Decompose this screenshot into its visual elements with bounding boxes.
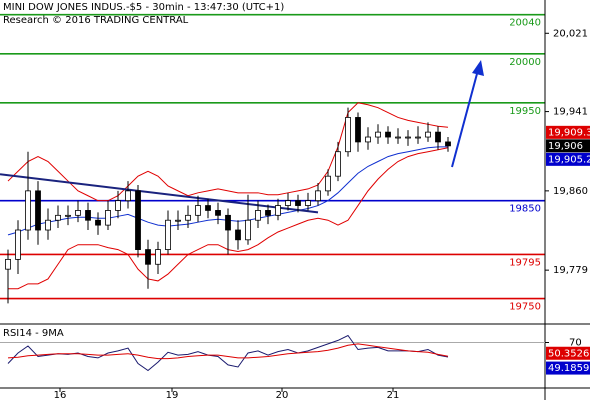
x-tick-label: 16	[54, 390, 67, 400]
candle-body	[95, 219, 101, 226]
rsi-value-label: 50.3526	[548, 348, 589, 359]
candle-body	[245, 219, 251, 241]
candle-body	[35, 190, 41, 231]
candle-body	[165, 219, 171, 250]
level-label: 19750	[509, 302, 541, 313]
rsi-value-box	[546, 361, 590, 375]
price-box	[546, 152, 590, 166]
candle-body	[115, 200, 121, 211]
chart-subtitle: Research © 2016 TRADING CENTRAL	[3, 15, 189, 26]
y-tick-label: 70	[569, 338, 582, 349]
level-label: 20040	[509, 18, 541, 29]
candle-body	[185, 214, 191, 221]
level-label: 19850	[509, 204, 541, 215]
candle-body	[25, 190, 31, 231]
candle-body	[215, 210, 221, 216]
candle-body	[435, 131, 441, 143]
price-pane: 20040 20000 19950 19850 19795 19750	[0, 13, 545, 313]
candle-body	[135, 190, 141, 250]
y-tick-label: 19,779	[553, 265, 588, 276]
candle-body	[315, 190, 321, 202]
candle-body	[125, 190, 131, 202]
price-label: 19,905.2	[548, 154, 590, 165]
candle-body	[345, 117, 351, 153]
candle-body	[205, 205, 211, 211]
price-label: 19,909.3	[548, 127, 590, 138]
trendline	[0, 173, 319, 214]
rsi-line	[7, 343, 449, 360]
y-tick-label: 19,860	[553, 186, 588, 197]
candle-body	[235, 229, 241, 241]
candle-body	[15, 229, 21, 260]
candle-body	[305, 200, 311, 206]
candle-body	[375, 131, 381, 138]
price-box	[546, 139, 590, 153]
rsi-value-label: 49.1859	[548, 363, 589, 374]
rsi-value-box	[546, 346, 590, 360]
candle-body	[155, 249, 161, 265]
candle-body	[225, 214, 231, 231]
candle-body	[85, 210, 91, 221]
rsi-title: RSI14 - 9MA	[3, 328, 64, 339]
candle-body	[395, 136, 401, 139]
candle-body	[75, 210, 81, 216]
candle-body	[365, 136, 371, 143]
price-label: 19,906	[548, 141, 583, 152]
level-label: 19950	[509, 106, 541, 117]
arrow-head	[472, 60, 484, 76]
projection-arrow	[451, 69, 479, 168]
candle-body	[295, 200, 301, 206]
candle-body	[105, 210, 111, 226]
candle-body	[335, 151, 341, 177]
x-tick-label: 21	[387, 390, 400, 400]
x-tick-label: 19	[166, 390, 179, 400]
chart-title: MINI DOW JONES INDUS.-$5 - 30min - 13:47…	[3, 2, 284, 13]
candle-body	[415, 136, 421, 139]
candle-body	[55, 214, 61, 221]
candle-body	[325, 175, 331, 192]
candle-body	[285, 200, 291, 206]
y-tick-label: 20,021	[553, 28, 588, 39]
candle-body	[445, 141, 451, 147]
candle-body	[175, 219, 181, 222]
level-label: 19795	[509, 257, 541, 268]
x-tick-label: 20	[276, 390, 289, 400]
candle-body	[45, 219, 51, 231]
candle-body	[355, 117, 361, 143]
candle-body	[195, 205, 201, 216]
level-label: 20000	[509, 57, 541, 68]
candle-body	[425, 131, 431, 138]
candle-body	[405, 136, 411, 139]
y-tick-label: 19,941	[553, 107, 588, 118]
candle-body	[385, 131, 391, 138]
candle-body	[5, 258, 11, 270]
candle-body	[265, 210, 271, 216]
overlay-line	[7, 102, 449, 202]
candle-body	[65, 214, 71, 217]
candle-body	[145, 249, 151, 265]
candle-body	[275, 205, 281, 216]
price-box	[546, 125, 590, 139]
candle-body	[255, 210, 261, 221]
